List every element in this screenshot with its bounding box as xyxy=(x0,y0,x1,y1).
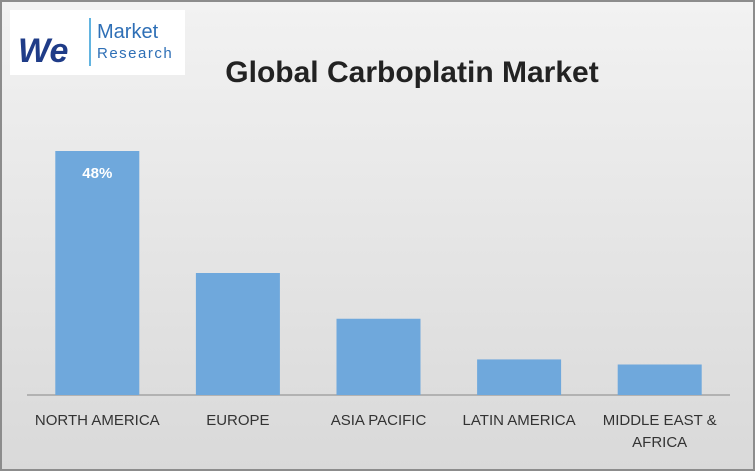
logo-box xyxy=(10,10,185,75)
chart-title: Global Carboplatin Market xyxy=(225,56,598,89)
bar xyxy=(195,273,280,395)
logo-mark: We xyxy=(18,32,68,70)
x-tick-label: LATIN AMERICA xyxy=(462,412,576,429)
x-tick-label: EUROPE xyxy=(206,412,270,429)
x-tick-label: ASIA PACIFIC xyxy=(330,412,427,429)
x-tick-label: NORTH AMERICA xyxy=(34,412,160,429)
x-tick-label: MIDDLE EAST & AFRICA xyxy=(602,412,717,451)
data-label: 48% xyxy=(82,165,112,182)
bar xyxy=(477,359,562,395)
bar xyxy=(336,318,421,395)
bar xyxy=(617,364,702,395)
bar xyxy=(55,151,140,395)
logo-line1: Market xyxy=(97,21,159,43)
logo-line2: Research xyxy=(97,45,173,62)
